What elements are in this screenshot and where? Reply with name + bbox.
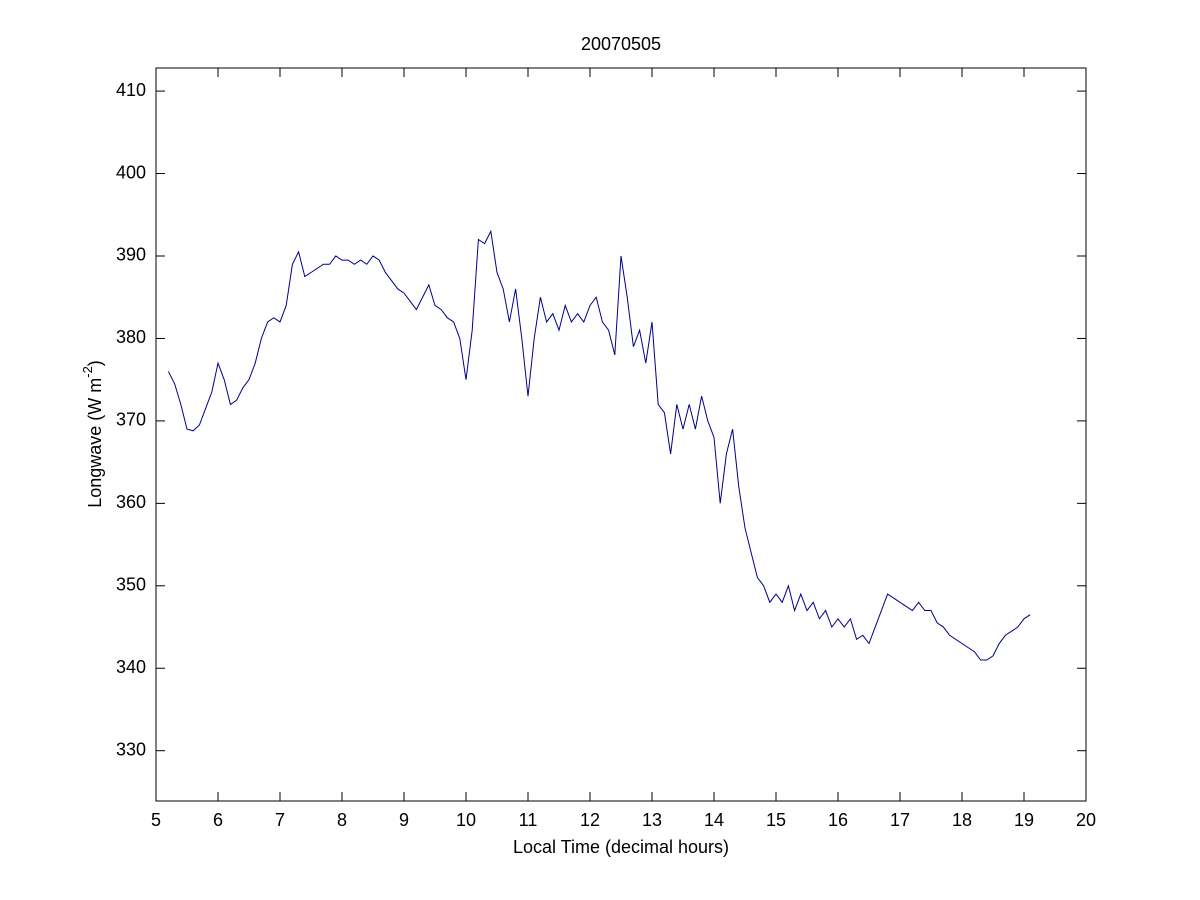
- x-tick-label: 9: [399, 810, 409, 830]
- y-label-sup: -2: [80, 366, 95, 378]
- x-tick-label: 16: [828, 810, 848, 830]
- x-tick-label: 10: [456, 810, 476, 830]
- plot-frame: [155, 67, 1087, 802]
- chart-title: 20070505: [581, 34, 661, 54]
- y-tick-label: 410: [116, 80, 146, 100]
- x-tick-label: 11: [519, 810, 538, 830]
- x-tick-label: 14: [704, 810, 724, 830]
- x-tick-label: 7: [275, 810, 285, 830]
- x-tick-label: 8: [337, 810, 347, 830]
- y-tick-label: 340: [116, 657, 146, 677]
- y-tick-label: 330: [116, 739, 146, 759]
- data-line: [167, 229, 1031, 661]
- x-tick-label: 13: [642, 810, 662, 830]
- y-tick-label: 360: [116, 492, 146, 512]
- y-label-text: Longwave (W m: [85, 378, 105, 508]
- y-label-end: ): [85, 360, 105, 366]
- y-tick-label: 370: [116, 410, 146, 430]
- y-tick-label: 350: [116, 575, 146, 595]
- x-tick-label: 18: [952, 810, 972, 830]
- x-tick-label: 12: [580, 810, 600, 830]
- x-tick-label: 5: [151, 810, 161, 830]
- x-tick-label: 17: [890, 810, 910, 830]
- x-axis-label: Local Time (decimal hours): [513, 837, 729, 857]
- y-tick-label: 380: [116, 327, 146, 347]
- y-tick-label: 400: [116, 162, 146, 182]
- x-tick-label: 20: [1076, 810, 1096, 830]
- x-tick-label: 6: [213, 810, 223, 830]
- x-tick-label: 15: [766, 810, 786, 830]
- y-tick-label: 390: [116, 245, 146, 265]
- x-tick-label: 19: [1014, 810, 1034, 830]
- y-axis-label: Longwave (W m-2): [80, 360, 104, 508]
